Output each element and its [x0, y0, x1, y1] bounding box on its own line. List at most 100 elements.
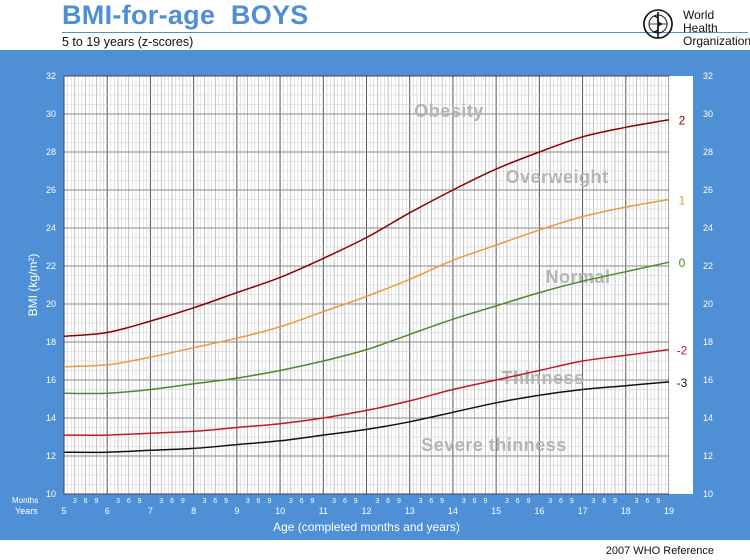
month-tick-label: 3: [73, 498, 77, 505]
y-tick-label-right: 10: [703, 489, 713, 499]
year-tick-label: 18: [621, 506, 631, 516]
y-tick-label-left: 24: [46, 223, 56, 233]
y-tick-label-right: 26: [703, 185, 713, 195]
year-tick-label: 17: [578, 506, 588, 516]
y-tick-label-left: 14: [46, 413, 56, 423]
month-tick-label: 3: [419, 498, 423, 505]
y-tick-label-left: 28: [46, 147, 56, 157]
y-tick-label-left: 26: [46, 185, 56, 195]
series-label-z-2: -2: [677, 344, 688, 358]
month-tick-label: 6: [300, 498, 304, 505]
y-tick-label-left: 10: [46, 489, 56, 499]
month-tick-label: 6: [429, 498, 433, 505]
month-tick-label: 9: [397, 498, 401, 505]
month-tick-label: 6: [343, 498, 347, 505]
month-tick-label: 9: [138, 498, 142, 505]
month-tick-label: 6: [213, 498, 217, 505]
year-tick-label: 5: [61, 506, 66, 516]
y-tick-label-right: 18: [703, 337, 713, 347]
y-tick-label-left: 32: [46, 71, 56, 81]
series-label-z1: 1: [679, 194, 686, 208]
month-tick-label: 3: [289, 498, 293, 505]
series-line-z2: [63, 118, 670, 338]
y-tick-label-right: 20: [703, 299, 713, 309]
year-tick-label: 7: [148, 506, 153, 516]
month-tick-label: 9: [94, 498, 98, 505]
y-tick-label-left: 22: [46, 261, 56, 271]
month-tick-label: 9: [267, 498, 271, 505]
page-title: BMI-for-age BOYS: [62, 0, 309, 30]
month-tick-label: 6: [602, 498, 606, 505]
month-tick-label: 9: [224, 498, 228, 505]
month-tick-label: 9: [181, 498, 185, 505]
month-tick-label: 9: [483, 498, 487, 505]
y-tick-label-right: 16: [703, 375, 713, 385]
month-tick-label: 6: [645, 498, 649, 505]
zone-label: Severe thinness: [421, 435, 567, 455]
year-tick-label: 12: [361, 506, 371, 516]
series-line-z1: [63, 198, 670, 368]
year-tick-label: 16: [534, 506, 544, 516]
y-tick-label-right: 12: [703, 451, 713, 461]
who-org-line1: World Health: [683, 8, 718, 35]
year-tick-label: 14: [448, 506, 458, 516]
y-tick-label-left: 18: [46, 337, 56, 347]
zone-label: Obesity: [414, 101, 484, 121]
month-tick-label: 6: [386, 498, 390, 505]
page-subtitle: 5 to 19 years (z-scores): [62, 35, 194, 49]
month-tick-label: 6: [257, 498, 261, 505]
zone-label: Overweight: [505, 167, 608, 187]
series-line-z-2: [63, 348, 670, 436]
y-tick-label-right: 14: [703, 413, 713, 423]
y-tick-label-right: 24: [703, 223, 713, 233]
month-tick-label: 3: [116, 498, 120, 505]
year-tick-label: 11: [319, 506, 328, 516]
y-tick-label-right: 28: [703, 147, 713, 157]
month-tick-label: 9: [613, 498, 617, 505]
series-line-z0: [63, 261, 670, 395]
month-tick-label: 3: [332, 498, 336, 505]
year-tick-label: 6: [105, 506, 110, 516]
y-tick-label-left: 12: [46, 451, 56, 461]
month-tick-label: 3: [375, 498, 379, 505]
month-tick-label: 9: [354, 498, 358, 505]
series-label-z-3: -3: [677, 376, 688, 390]
series-label-z2: 2: [679, 114, 686, 128]
month-tick-label: 6: [559, 498, 563, 505]
month-tick-label: 9: [570, 498, 574, 505]
title-divider: [62, 32, 748, 33]
month-tick-label: 3: [202, 498, 206, 505]
zone-label: Normal: [545, 267, 610, 287]
month-tick-label: 6: [473, 498, 477, 505]
y-tick-label-left: 16: [46, 375, 56, 385]
month-tick-label: 9: [440, 498, 444, 505]
footer-reference: 2007 WHO Reference: [605, 545, 714, 557]
zone-label: Thinness: [501, 368, 584, 388]
month-tick-label: 9: [311, 498, 315, 505]
month-tick-label: 9: [656, 498, 660, 505]
series-label-z0: 0: [679, 256, 686, 270]
month-tick-label: 3: [635, 498, 639, 505]
month-tick-label: 9: [527, 498, 531, 505]
series-line-z-3: [63, 381, 670, 454]
y-tick-label-right: 22: [703, 261, 713, 271]
y-tick-label-right: 32: [703, 71, 713, 81]
y-axis-label: BMI (kg/m²): [26, 254, 40, 317]
who-org-line2: Organization: [683, 34, 750, 48]
month-tick-label: 6: [516, 498, 520, 505]
month-tick-label: 3: [159, 498, 163, 505]
z-label-gutter: [669, 76, 693, 494]
month-tick-label: 3: [591, 498, 595, 505]
y-tick-label-left: 30: [46, 109, 56, 119]
who-emblem-icon: [643, 9, 673, 39]
years-row-label: Years: [15, 506, 38, 516]
year-tick-label: 9: [234, 506, 239, 516]
who-org-name: World Health Organization: [683, 9, 750, 48]
month-tick-label: 3: [548, 498, 552, 505]
month-tick-label: 6: [84, 498, 88, 505]
x-axis-label: Age (completed months and years): [273, 520, 460, 534]
year-tick-label: 19: [664, 506, 674, 516]
month-tick-label: 3: [505, 498, 509, 505]
year-tick-label: 8: [191, 506, 196, 516]
